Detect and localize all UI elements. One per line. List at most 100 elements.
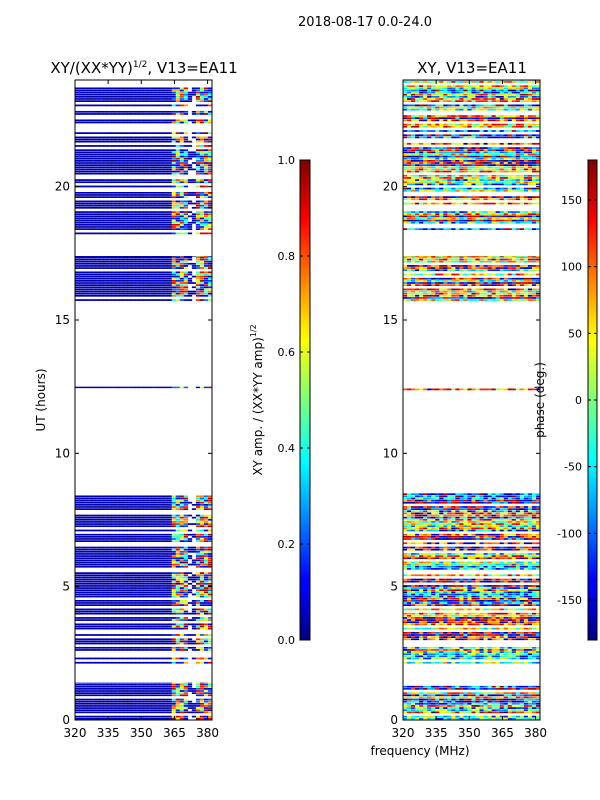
amplitude-heatmap-cell [147,145,152,147]
amplitude-heatmap-cell [151,559,156,562]
amplitude-heatmap-cell [127,104,132,107]
amplitude-heatmap-cell [139,258,144,261]
amplitude-heatmap-cell [179,499,185,502]
amplitude-heatmap-cell [83,582,88,585]
phase-heatmap-cell [435,715,440,718]
amplitude-heatmap-cell [167,213,173,216]
amplitude-heatmap-cell [83,284,88,286]
amplitude-heatmap-cell [131,100,136,102]
amplitude-heatmap-cell [139,501,144,504]
amplitude-heatmap-cell [159,565,164,568]
amplitude-heatmap-cell [111,657,116,660]
amplitude-heatmap-cell [91,98,96,100]
amplitude-heatmap-cell [163,619,168,621]
amplitude-heatmap-cell [91,145,96,147]
amplitude-heatmap-cell [203,267,209,269]
amplitude-heatmap-cell [79,162,84,164]
amplitude-heatmap-cell [135,657,140,660]
amplitude-heatmap-cell [107,690,112,692]
amplitude-heatmap-cell [163,685,168,688]
amplitude-heatmap-cell [147,206,152,209]
amplitude-heatmap-cell [103,685,108,688]
amplitude-heatmap-cell [111,646,116,649]
amplitude-heatmap-cell [207,275,212,278]
amplitude-heatmap-cell [151,292,156,295]
amplitude-heatmap-cell [159,284,164,286]
amplitude-heatmap-cell [147,540,152,542]
amplitude-heatmap-cell [175,690,181,692]
amplitude-heatmap-cell [111,96,116,98]
amplitude-heatmap-cell [115,100,120,102]
amplitude-heatmap-cell [107,587,112,589]
amplitude-heatmap-cell [91,192,96,194]
amplitude-heatmap-cell [207,202,212,205]
amplitude-heatmap-cell [91,642,96,645]
amplitude-heatmap-cell [171,585,177,587]
amplitude-heatmap-cell [179,559,185,562]
amplitude-heatmap-cell [163,110,168,113]
amplitude-heatmap-cell [127,217,132,220]
amplitude-heatmap-cell [199,608,205,611]
amplitude-heatmap-cell [111,202,116,205]
amplitude-heatmap-cell [199,690,205,692]
amplitude-heatmap-cell [95,96,100,98]
amplitude-heatmap-cell [91,217,96,220]
amplitude-heatmap-cell [207,288,212,291]
amplitude-heatmap-cell [143,574,148,577]
amplitude-heatmap-cell [199,580,205,583]
amplitude-heatmap-cell [171,219,177,222]
amplitude-heatmap-cell [167,529,173,532]
amplitude-heatmap-cell [95,138,100,141]
amplitude-heatmap-cell [111,585,116,587]
amplitude-heatmap-cell [147,267,152,269]
amplitude-heatmap-cell [139,145,144,147]
amplitude-heatmap-cell [107,290,112,293]
amplitude-heatmap-cell [119,700,124,703]
amplitude-heatmap-cell [123,87,128,90]
amplitude-heatmap-cell [171,87,177,90]
amplitude-heatmap-cell [143,100,148,102]
amplitude-heatmap-cell [163,540,168,542]
amplitude-heatmap-cell [151,256,156,257]
amplitude-heatmap-cell [203,286,209,289]
amplitude-heatmap-cell [203,100,209,102]
amplitude-heatmap-cell [107,698,112,701]
amplitude-heatmap-cell [127,638,132,641]
amplitude-heatmap-cell [151,219,156,222]
amplitude-heatmap-cell [131,164,136,166]
amplitude-heatmap-cell [203,192,209,194]
amplitude-heatmap-cell [95,604,100,606]
amplitude-heatmap-cell [107,202,112,205]
amplitude-heatmap-cell [107,96,112,98]
amplitude-heatmap-cell [139,525,144,528]
amplitude-heatmap-cell [87,536,92,538]
amplitude-heatmap-cell [195,87,201,90]
amplitude-heatmap-cell [107,529,112,532]
amplitude-heatmap-cell [179,138,185,141]
amplitude-heatmap-cell [127,546,132,549]
amplitude-heatmap-cell [83,104,88,107]
amplitude-heatmap-cell [123,692,128,694]
amplitude-heatmap-cell [111,228,116,230]
amplitude-heatmap-cell [167,536,173,538]
amplitude-heatmap-cell [139,591,144,594]
amplitude-heatmap-cell [115,232,120,235]
amplitude-heatmap-cell [171,290,177,293]
amplitude-heatmap-cell [171,589,177,592]
amplitude-heatmap-cell [203,194,209,196]
amplitude-heatmap-cell [183,179,189,181]
amplitude-heatmap-cell [127,280,132,282]
amplitude-heatmap-cell [191,585,197,587]
amplitude-heatmap-cell [187,634,193,636]
amplitude-heatmap-cell [95,514,100,517]
amplitude-heatmap-cell [127,155,132,158]
amplitude-heatmap-cell [163,232,168,235]
amplitude-heatmap-cell [159,192,164,194]
phase-heatmap-cell [443,715,448,718]
phase-heatmap-cell [415,717,420,720]
amplitude-heatmap-cell [171,550,177,553]
amplitude-heatmap-cell [111,572,116,574]
amplitude-heatmap-cell [135,168,140,171]
amplitude-heatmap-cell [191,709,197,712]
amplitude-heatmap-cell [123,219,128,222]
